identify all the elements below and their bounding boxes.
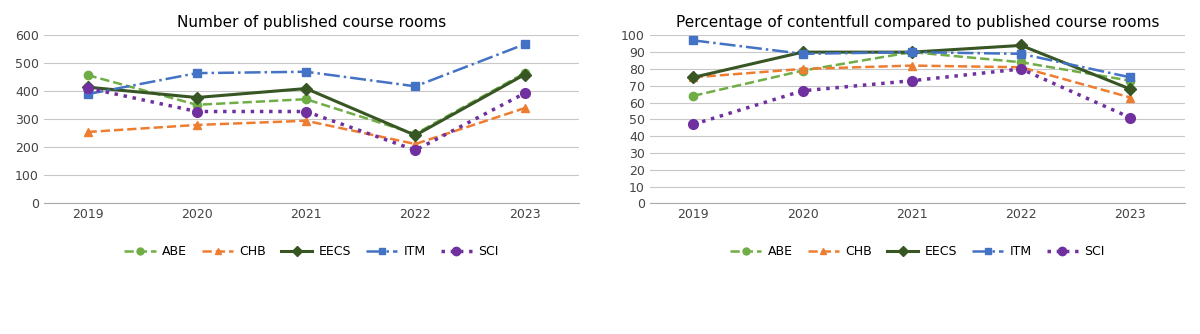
Title: Number of published course rooms: Number of published course rooms bbox=[176, 15, 446, 30]
Legend: ABE, CHB, EECS, ITM, SCI: ABE, CHB, EECS, ITM, SCI bbox=[120, 240, 504, 263]
Legend: ABE, CHB, EECS, ITM, SCI: ABE, CHB, EECS, ITM, SCI bbox=[725, 240, 1110, 263]
Title: Percentage of contentfull compared to published course rooms: Percentage of contentfull compared to pu… bbox=[676, 15, 1159, 30]
